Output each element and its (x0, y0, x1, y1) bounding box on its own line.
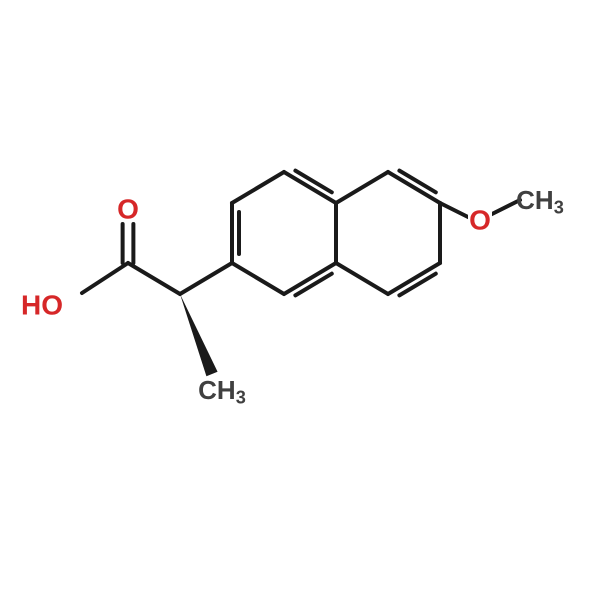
atom-label-C_methyl_stereo: CH3 (198, 375, 246, 407)
atom-label-C_methyl_ome: CH3 (516, 185, 564, 217)
stereo-wedge (180, 294, 218, 376)
atom-label-O_carbonyl: O (117, 193, 139, 224)
molecule-diagram: O HO O CH3 CH3 (0, 0, 600, 600)
atom-label-O_hydroxyl: HO (21, 289, 63, 320)
atom-label-O_methoxy: O (469, 204, 491, 235)
